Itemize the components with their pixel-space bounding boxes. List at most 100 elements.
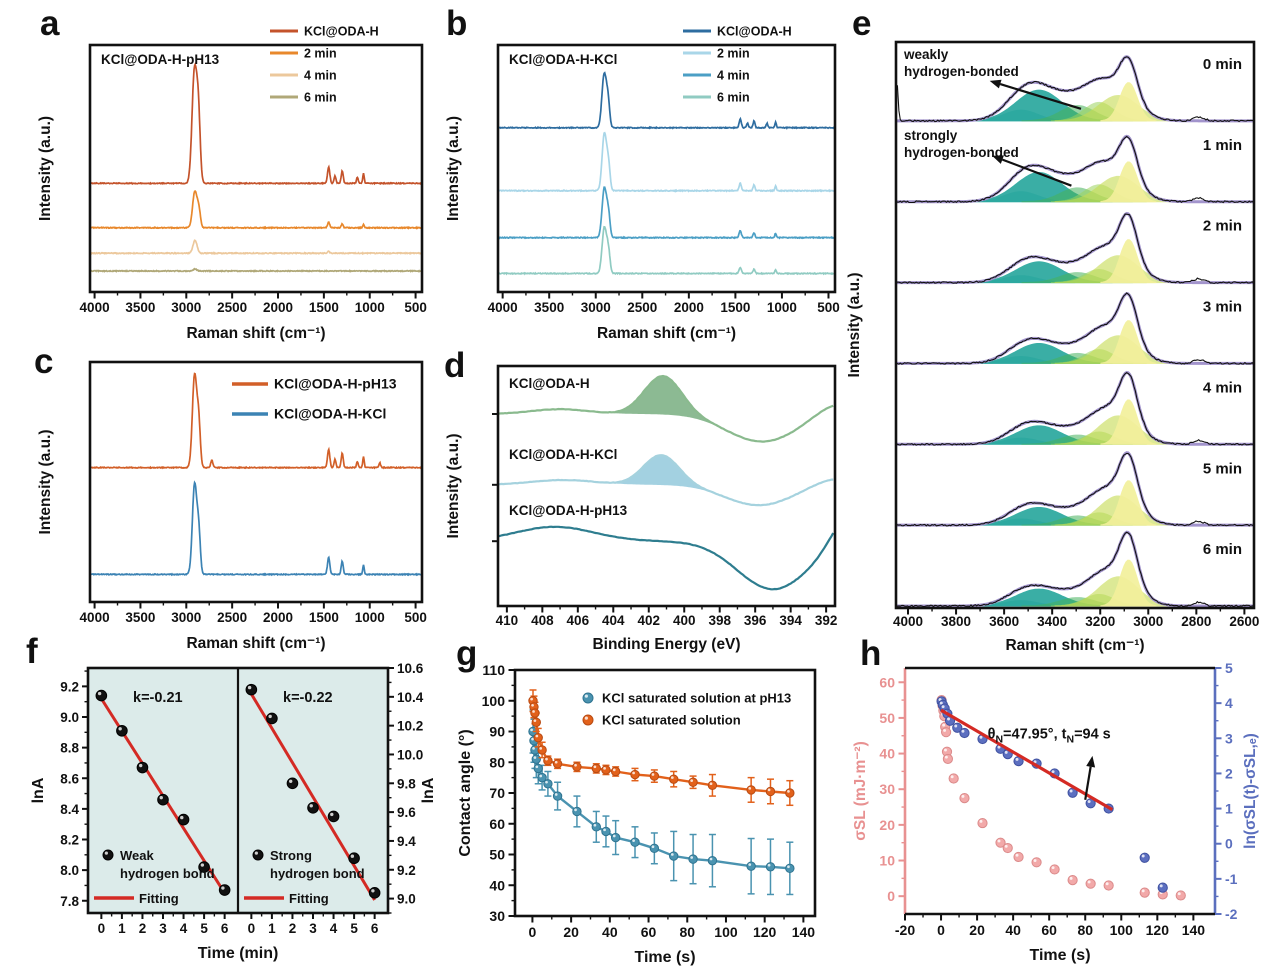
svg-text:2600: 2600 xyxy=(1229,614,1259,629)
xps-line xyxy=(497,525,835,591)
svg-text:Intensity (a.u.): Intensity (a.u.) xyxy=(37,429,54,534)
svg-text:KCl@ODA-H: KCl@ODA-H xyxy=(717,25,792,39)
svg-text:Fitting: Fitting xyxy=(289,891,329,906)
svg-text:hydrogen bond: hydrogen bond xyxy=(270,866,365,881)
series-line xyxy=(89,480,423,577)
svg-text:4 min: 4 min xyxy=(1203,379,1242,396)
svg-text:50: 50 xyxy=(879,710,895,726)
svg-text:10.6: 10.6 xyxy=(397,661,424,676)
series-line xyxy=(89,239,422,256)
svg-text:2500: 2500 xyxy=(217,610,247,625)
svg-text:2 min: 2 min xyxy=(304,47,337,61)
svg-text:3500: 3500 xyxy=(534,300,564,315)
plot-frame xyxy=(496,43,837,294)
xps-line xyxy=(497,374,834,443)
panel-g-plot: 0 20 40 60 80 100 120 140 30 40 50 60 70 80 90 100 110 Ti… xyxy=(457,662,817,966)
svg-text:40: 40 xyxy=(1005,922,1021,938)
svg-text:Weak: Weak xyxy=(120,848,154,863)
svg-text:10.4: 10.4 xyxy=(397,690,424,705)
svg-text:Intensity (a.u.): Intensity (a.u.) xyxy=(846,272,863,377)
svg-text:60: 60 xyxy=(1041,922,1057,938)
svg-text:60: 60 xyxy=(489,816,505,832)
svg-text:-2: -2 xyxy=(1225,906,1238,922)
svg-text:0: 0 xyxy=(529,924,537,940)
svg-text:3500: 3500 xyxy=(125,300,155,315)
svg-text:1: 1 xyxy=(118,921,126,936)
svg-text:9.0: 9.0 xyxy=(397,892,416,907)
svg-text:Binding Energy (eV): Binding Energy (eV) xyxy=(592,636,740,653)
panel-f-letter: f xyxy=(26,632,38,671)
svg-text:60: 60 xyxy=(879,674,895,690)
svg-text:-1: -1 xyxy=(1225,871,1238,887)
svg-text:3800: 3800 xyxy=(941,614,971,629)
envelope xyxy=(896,370,1254,446)
svg-text:4: 4 xyxy=(1225,695,1233,711)
svg-text:5: 5 xyxy=(1225,660,1233,676)
panel-b-letter: b xyxy=(446,4,468,43)
svg-text:1500: 1500 xyxy=(309,610,339,625)
svg-text:4000: 4000 xyxy=(80,610,110,625)
svg-text:Strong: Strong xyxy=(270,848,312,863)
svg-text:3000: 3000 xyxy=(1133,614,1163,629)
fit-component-yellow xyxy=(1100,399,1157,445)
fit-component-yellow xyxy=(1100,480,1157,526)
svg-text:Raman shift (cm⁻¹): Raman shift (cm⁻¹) xyxy=(186,635,325,652)
svg-text:3000: 3000 xyxy=(171,610,201,625)
svg-text:3200: 3200 xyxy=(1085,614,1115,629)
annotation-theta-t: θN=47.95°, tN=94 s xyxy=(988,726,1111,745)
svg-text:2000: 2000 xyxy=(263,300,293,315)
svg-text:4: 4 xyxy=(330,921,338,936)
svg-text:100: 100 xyxy=(482,693,506,709)
envelope xyxy=(896,292,1254,365)
svg-text:k=-0.22: k=-0.22 xyxy=(283,690,333,706)
svg-text:30: 30 xyxy=(489,908,505,924)
svg-text:5: 5 xyxy=(350,921,358,936)
svg-text:404: 404 xyxy=(602,613,625,628)
svg-text:500: 500 xyxy=(817,300,840,315)
svg-text:406: 406 xyxy=(567,613,590,628)
svg-text:7.8: 7.8 xyxy=(60,894,79,909)
svg-text:70: 70 xyxy=(489,785,505,801)
svg-text:2: 2 xyxy=(289,921,297,936)
svg-text:Intensity (a.u.): Intensity (a.u.) xyxy=(445,433,462,538)
svg-text:408: 408 xyxy=(531,613,554,628)
panel-b: 4000 3500 3000 2500 2000 1500 1000 500 Raman shi… xyxy=(438,8,858,345)
svg-text:5 min: 5 min xyxy=(1203,460,1242,477)
svg-text:2000: 2000 xyxy=(263,610,293,625)
panel-f: k=-0.21 Weak hydrogen bond Fitting 0 1 2 3 4 5 6 7.… xyxy=(18,633,448,968)
svg-text:4000: 4000 xyxy=(488,300,518,315)
svg-text:3: 3 xyxy=(309,921,317,936)
svg-text:Time (s): Time (s) xyxy=(1029,947,1090,964)
svg-text:2500: 2500 xyxy=(217,300,247,315)
svg-text:40: 40 xyxy=(602,924,618,940)
panel-e: 0 min weakly hydrogen-bonded 1 min strongly h… xyxy=(845,8,1269,660)
svg-text:30: 30 xyxy=(879,781,895,797)
svg-text:110: 110 xyxy=(482,662,505,678)
svg-text:90: 90 xyxy=(489,724,505,740)
panel-g-letter: g xyxy=(456,634,478,673)
svg-text:lnA: lnA xyxy=(420,777,437,803)
svg-text:KCl@ODA-H-pH13: KCl@ODA-H-pH13 xyxy=(274,376,397,392)
panel-d-plot: KCl@ODA-H KCl@ODA-H-KCl KCl@ODA-H-pH13 410 4… xyxy=(445,364,837,653)
svg-text:Raman shift (cm⁻¹): Raman shift (cm⁻¹) xyxy=(186,325,325,342)
svg-text:0: 0 xyxy=(98,921,106,936)
svg-text:20: 20 xyxy=(969,922,985,938)
svg-text:KCl@ODA-H-KCl: KCl@ODA-H-KCl xyxy=(274,406,386,422)
raw-spectrum xyxy=(895,531,1254,608)
svg-text:10: 10 xyxy=(879,853,895,869)
raw-spectrum xyxy=(895,213,1254,284)
fit-component-yellow xyxy=(1100,82,1157,122)
svg-text:4 min: 4 min xyxy=(717,69,750,83)
svg-text:2500: 2500 xyxy=(627,300,657,315)
series-line xyxy=(498,131,836,193)
svg-text:40: 40 xyxy=(879,746,895,762)
svg-text:ln(σSL(t)-σSL,ₑ): ln(σSL(t)-σSL,ₑ) xyxy=(1242,733,1259,849)
svg-text:hydrogen-bonded: hydrogen-bonded xyxy=(904,145,1019,160)
svg-text:500: 500 xyxy=(404,610,427,625)
svg-text:50: 50 xyxy=(489,847,505,863)
svg-text:lnA: lnA xyxy=(30,777,47,803)
panel-b-plot: 4000 3500 3000 2500 2000 1500 1000 500 Raman shi… xyxy=(445,25,840,343)
series-line xyxy=(497,71,836,130)
svg-text:1000: 1000 xyxy=(767,300,797,315)
